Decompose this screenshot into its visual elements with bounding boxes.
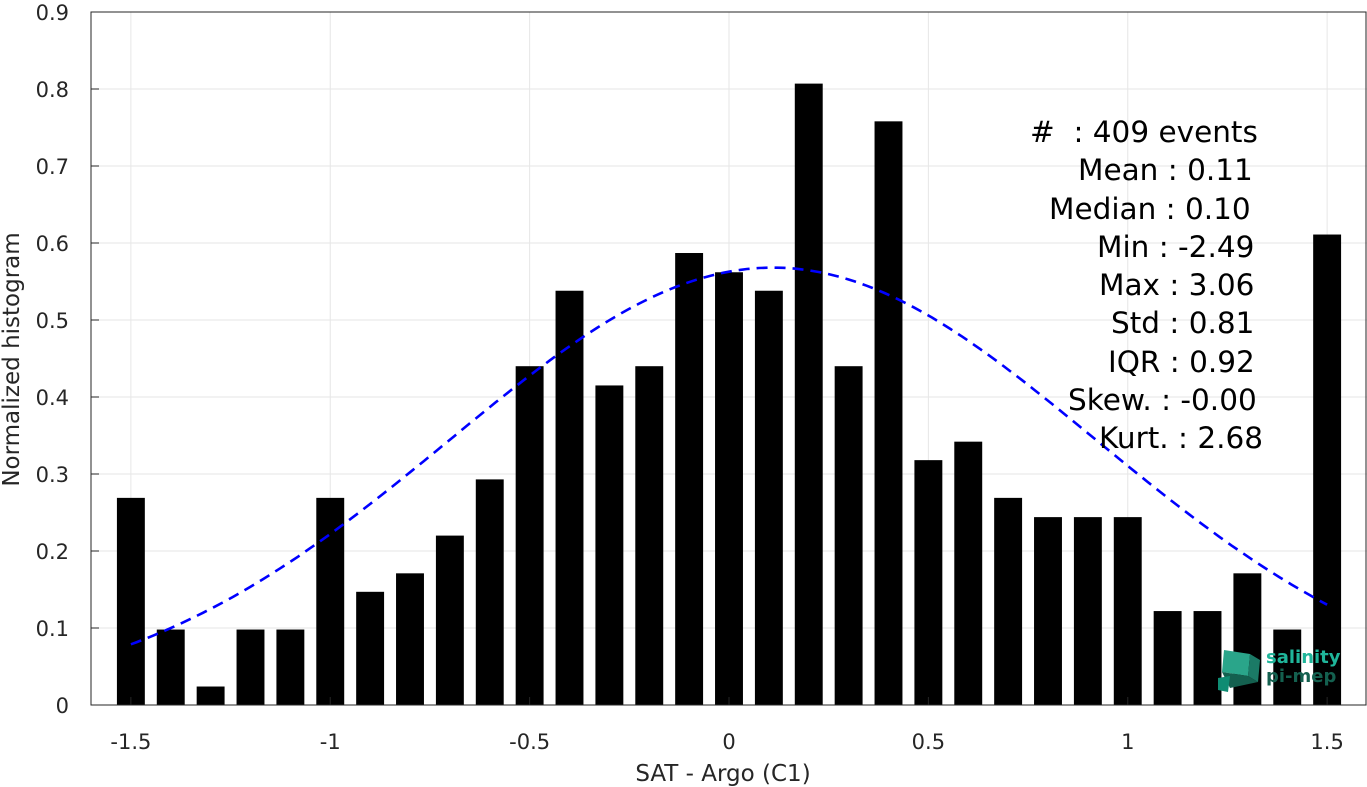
- histogram-bar: [116, 497, 145, 705]
- histogram-bar: [1273, 629, 1302, 705]
- y-tick-label: 0.5: [36, 309, 69, 333]
- stat-kurtosis: Kurt. : 2.68: [1099, 421, 1264, 456]
- stat-skewness: Skew. : -0.00: [1068, 383, 1257, 418]
- x-tick-label: -0.5: [509, 730, 550, 754]
- x-tick-label: 0: [722, 730, 735, 754]
- y-axis-ticks: 0 0.1 0.2 0.3 0.4 0.5 0.6 0.7 0.8 0.9: [36, 1, 99, 718]
- y-tick-label: 0.9: [36, 1, 69, 25]
- histogram-bar: [196, 686, 225, 705]
- y-tick-label: 0: [56, 694, 69, 718]
- histogram-bar: [914, 460, 943, 705]
- histogram-bar: [954, 441, 983, 705]
- histogram-bar: [475, 479, 504, 705]
- histogram-bar: [1193, 611, 1222, 705]
- stats-annotation: # : 409 events Mean : 0.11 Median : 0.10…: [960, 113, 1280, 458]
- histogram-bar: [1313, 234, 1342, 705]
- logo-line-2: pi-mep: [1266, 666, 1337, 687]
- histogram-bar: [1113, 517, 1142, 705]
- histogram-bar: [834, 366, 863, 705]
- histogram-bar: [595, 385, 624, 705]
- stat-median: Median : 0.10: [1049, 191, 1251, 226]
- logo-line-1: salinity: [1266, 647, 1341, 668]
- histogram-bar: [1073, 517, 1102, 705]
- histogram-bar: [675, 253, 704, 705]
- salinity-pimep-logo: salinity pi-mep: [1216, 648, 1346, 694]
- stat-mean: Mean : 0.11: [1078, 153, 1253, 188]
- histogram-bar: [874, 121, 903, 706]
- histogram-bar: [1153, 611, 1182, 705]
- gaussian-fit-curve: [130, 266, 1328, 646]
- histogram-bar: [515, 366, 544, 705]
- histogram-bar: [715, 272, 743, 705]
- histogram-bar: [396, 573, 424, 705]
- x-tick-label: 0.5: [912, 730, 945, 754]
- histogram-bar: [156, 629, 185, 705]
- histogram-bar: [754, 290, 783, 705]
- y-tick-label: 0.2: [36, 540, 69, 564]
- stat-min: Min : -2.49: [1097, 229, 1255, 264]
- histogram-bar: [276, 629, 305, 705]
- histogram-bar: [316, 497, 345, 705]
- x-axis-ticks: -1.5 -1 -0.5 0 0.5 1 1.5: [110, 697, 1344, 754]
- histogram-bar: [994, 497, 1023, 705]
- y-tick-label: 0.7: [36, 155, 69, 179]
- histogram-bar: [555, 290, 584, 705]
- x-tick-label: -1: [320, 730, 341, 754]
- y-axis-label: Normalized histogram: [0, 232, 25, 486]
- y-tick-label: 0.8: [36, 78, 69, 102]
- x-axis-label: SAT - Argo (C1): [635, 761, 810, 787]
- y-tick-label: 0.6: [36, 232, 69, 256]
- x-tick-label: 1.5: [1310, 730, 1343, 754]
- histogram-bar: [794, 83, 823, 706]
- stat-count: # : 409 events: [1030, 115, 1258, 149]
- stat-max: Max : 3.06: [1099, 268, 1255, 303]
- histogram-bars: [116, 83, 1342, 706]
- histogram-bar: [236, 629, 265, 705]
- stat-iqr: IQR : 0.92: [1108, 344, 1255, 379]
- y-tick-label: 0.1: [36, 617, 69, 641]
- stat-std: Std : 0.81: [1111, 306, 1255, 341]
- y-tick-label: 0.4: [36, 386, 69, 410]
- logo-text: salinity pi-mep: [1266, 648, 1341, 686]
- x-tick-label: 1: [1121, 730, 1134, 754]
- x-tick-label: -1.5: [110, 730, 151, 754]
- cube-logo-icon: [1218, 650, 1260, 692]
- histogram-bar: [356, 591, 385, 705]
- histogram-bar: [635, 366, 664, 705]
- histogram-bar: [1034, 517, 1062, 705]
- y-tick-label: 0.3: [36, 463, 69, 487]
- histogram-bar: [435, 535, 464, 705]
